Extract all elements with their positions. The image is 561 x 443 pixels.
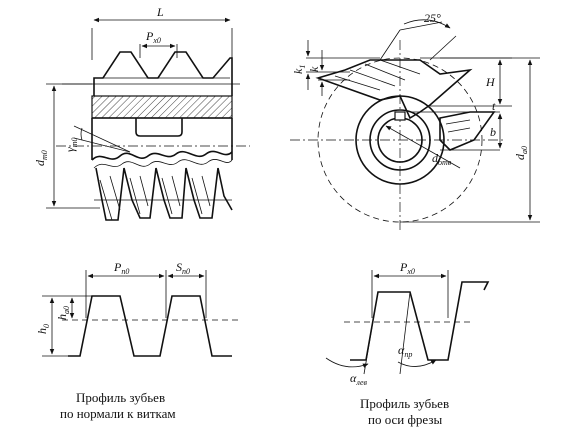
right-angle-label: αпр bbox=[398, 343, 412, 359]
tooth-height-label: h0 bbox=[35, 324, 51, 334]
hob-side-view: L Px0 dm0 γm0 bbox=[33, 5, 250, 221]
addendum-label: ha0 bbox=[55, 306, 71, 320]
keyway-depth-label: t bbox=[492, 99, 496, 113]
normal-profile-caption-line1: Профиль зубьев bbox=[76, 390, 166, 405]
bore-diameter-label: dотв bbox=[432, 151, 452, 167]
upper-teeth-profile bbox=[93, 51, 233, 96]
axial-pitch-label: Px0 bbox=[145, 29, 161, 45]
keyway-width-label: b bbox=[490, 125, 496, 139]
height-H-label: H bbox=[485, 75, 496, 89]
end-view-tooth-right bbox=[439, 111, 496, 151]
relief-k1-label: k1 bbox=[291, 65, 307, 74]
normal-profile-caption-line2: по нормали к виткам bbox=[60, 406, 176, 421]
normal-tooth-profile bbox=[68, 295, 232, 357]
normal-thickness-label: Sn0 bbox=[176, 260, 190, 276]
normal-profile: h0 ha0 Pn0 Sn0 bbox=[35, 260, 238, 357]
bore-ring bbox=[369, 109, 431, 171]
relief-k-label: k bbox=[307, 66, 321, 72]
hob-end-view: 25° k1 k H t b dотв da0 bbox=[290, 11, 540, 230]
bore-keyway bbox=[394, 111, 406, 121]
normal-pitch-label: Pn0 bbox=[113, 260, 129, 276]
bore-section-hatch bbox=[91, 95, 233, 119]
lower-teeth-profile bbox=[95, 167, 233, 221]
axial-profile-caption-line2: по оси фрезы bbox=[368, 412, 443, 427]
outer-diameter-label: da0 bbox=[513, 146, 529, 160]
keyway bbox=[135, 118, 183, 137]
pitch-diameter-label: dm0 bbox=[33, 150, 49, 166]
axial-profile-caption-line1: Профиль зубьев bbox=[360, 396, 450, 411]
left-angle-label: αлев bbox=[350, 371, 368, 387]
end-view-tooth-upper bbox=[315, 59, 473, 120]
rake-angle-label: 25° bbox=[424, 11, 441, 25]
section-break bbox=[91, 150, 233, 161]
length-label: L bbox=[156, 5, 164, 19]
axial-profile: Px0 αлев αпр bbox=[325, 260, 490, 387]
axial-pitch-label-profile: Px0 bbox=[399, 260, 415, 276]
lead-angle-label: γm0 bbox=[63, 137, 79, 152]
axial-tooth-profile bbox=[350, 281, 490, 361]
